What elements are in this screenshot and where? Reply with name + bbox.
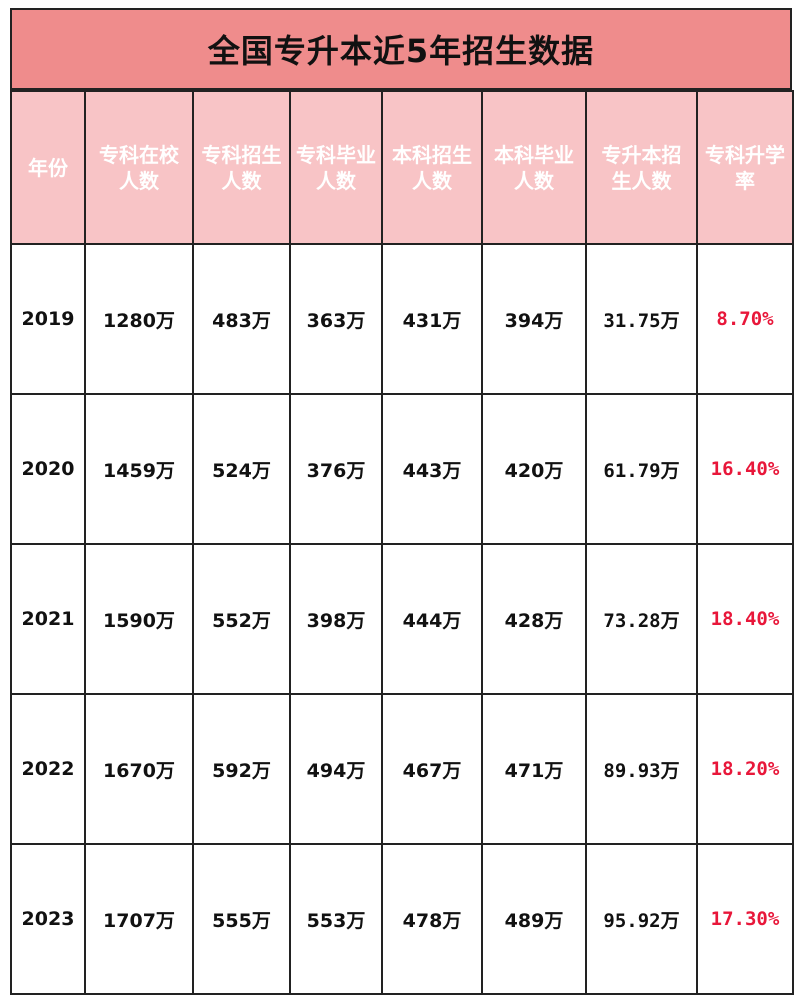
cell-college-admission: 592万 [192,693,291,845]
header-row: 年份 专科在校人数 专科招生人数 专科毕业人数 本科招生人数 本科毕业人数 专升… [10,90,794,245]
header-cell-college-graduates: 专科毕业人数 [289,90,383,245]
cell-year: 2023 [10,843,86,995]
cell-college-enrolled: 1590万 [84,543,194,695]
cell-undergrad-admission: 467万 [381,693,483,845]
cell-college-enrolled: 1280万 [84,243,194,395]
cell-upgrade-admission: 95.92万 [585,843,698,995]
cell-college-enrolled: 1670万 [84,693,194,845]
cell-college-enrolled: 1707万 [84,843,194,995]
table-row: 2022 1670万 592万 494万 467万 471万 89.93万 18… [10,693,794,845]
cell-upgrade-admission: 89.93万 [585,693,698,845]
cell-upgrade-admission: 31.75万 [585,243,698,395]
cell-college-admission: 555万 [192,843,291,995]
cell-college-admission: 483万 [192,243,291,395]
header-cell-undergrad-graduates: 本科毕业人数 [481,90,587,245]
cell-undergrad-graduates: 489万 [481,843,587,995]
cell-college-graduates: 376万 [289,393,383,545]
table-row: 2019 1280万 483万 363万 431万 394万 31.75万 8.… [10,243,794,395]
table-row: 2020 1459万 524万 376万 443万 420万 61.79万 16… [10,393,794,545]
cell-year: 2022 [10,693,86,845]
cell-college-graduates: 494万 [289,693,383,845]
cell-college-admission: 552万 [192,543,291,695]
cell-year: 2020 [10,393,86,545]
cell-college-graduates: 363万 [289,243,383,395]
cell-upgrade-admission: 73.28万 [585,543,698,695]
table-row: 2021 1590万 552万 398万 444万 428万 73.28万 18… [10,543,794,695]
cell-undergrad-admission: 444万 [381,543,483,695]
cell-college-admission: 524万 [192,393,291,545]
cell-upgrade-rate: 16.40% [696,393,794,545]
cell-upgrade-rate: 18.40% [696,543,794,695]
cell-undergrad-admission: 443万 [381,393,483,545]
cell-year: 2019 [10,243,86,395]
cell-upgrade-rate: 8.70% [696,243,794,395]
header-cell-upgrade-rate: 专科升学率 [696,90,794,245]
header-cell-upgrade-admission: 专升本招生人数 [585,90,698,245]
cell-undergrad-admission: 431万 [381,243,483,395]
cell-college-graduates: 553万 [289,843,383,995]
header-cell-undergrad-admission: 本科招生人数 [381,90,483,245]
data-table: 年份 专科在校人数 专科招生人数 专科毕业人数 本科招生人数 本科毕业人数 专升… [10,90,794,995]
cell-college-enrolled: 1459万 [84,393,194,545]
cell-undergrad-graduates: 471万 [481,693,587,845]
page-title: 全国专升本近5年招生数据 [207,32,595,70]
header-cell-college-enrolled: 专科在校人数 [84,90,194,245]
header-cell-year: 年份 [10,90,86,245]
cell-upgrade-rate: 18.20% [696,693,794,845]
cell-upgrade-rate: 17.30% [696,843,794,995]
title-bar: 全国专升本近5年招生数据 [10,8,792,90]
cell-undergrad-graduates: 428万 [481,543,587,695]
cell-undergrad-graduates: 420万 [481,393,587,545]
table-row: 2023 1707万 555万 553万 478万 489万 95.92万 17… [10,843,794,995]
cell-undergrad-admission: 478万 [381,843,483,995]
header-cell-college-admission: 专科招生人数 [192,90,291,245]
cell-year: 2021 [10,543,86,695]
cell-upgrade-admission: 61.79万 [585,393,698,545]
cell-undergrad-graduates: 394万 [481,243,587,395]
cell-college-graduates: 398万 [289,543,383,695]
